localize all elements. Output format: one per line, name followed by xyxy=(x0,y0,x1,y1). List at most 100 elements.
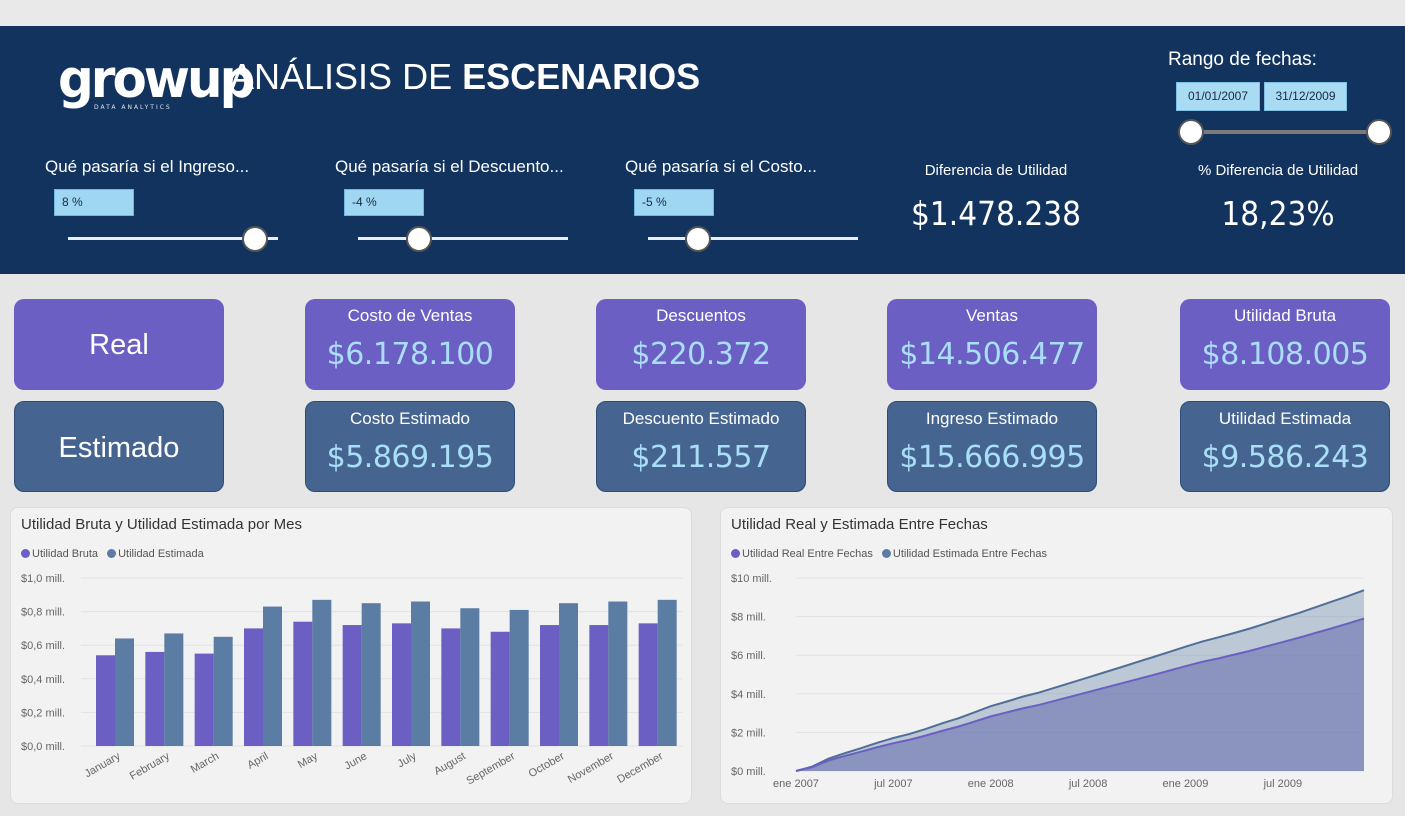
real-row-label: Real xyxy=(89,329,149,361)
slider-costo-value[interactable]: -5 % xyxy=(634,189,714,216)
card-utilidad-estimada: Utilidad Estimada $9.586.243 xyxy=(1180,401,1390,492)
y-tick-label: $0 mill. xyxy=(731,766,766,778)
legend-item-utilidad-bruta[interactable]: Utilidad Bruta xyxy=(21,548,98,560)
y-tick-label: $8 mill. xyxy=(731,612,766,624)
bar-utilidad-estimada xyxy=(263,606,282,746)
estimated-row-label-card: Estimado xyxy=(14,401,224,492)
date-start-input[interactable]: 01/01/2007 xyxy=(1176,82,1260,111)
x-tick-label: jul 2009 xyxy=(1263,778,1303,790)
y-tick-label: $0,8 mill. xyxy=(21,607,65,619)
slider-ingreso-handle[interactable] xyxy=(241,226,268,252)
bar-utilidad-bruta xyxy=(293,621,313,746)
kpi-diferencia-label: Diferencia de Utilidad xyxy=(924,162,1068,179)
growup-logo: growup DATA ANALYTICS xyxy=(58,49,255,116)
slider-costo-label: Qué pasaría si el Costo... xyxy=(625,157,817,176)
slider-descuento-track[interactable] xyxy=(358,237,568,240)
y-tick-label: $2 mill. xyxy=(731,727,766,739)
area-chart-title: Utilidad Real y Estimada Entre Fechas xyxy=(731,516,988,533)
card-label: Ingreso Estimado xyxy=(925,409,1059,428)
x-tick-label: January xyxy=(83,750,123,780)
real-row-label-card: Real xyxy=(14,299,224,390)
page-title: ANÁLISIS DE ESCENARIOS xyxy=(230,56,700,98)
kpi-pct-diferencia-label: % Diferencia de Utilidad xyxy=(1197,162,1359,179)
x-tick-label: jul 2008 xyxy=(1068,778,1108,790)
bar-utilidad-bruta xyxy=(490,631,510,746)
legend-label: Utilidad Real Entre Fechas xyxy=(742,548,873,560)
card-costo-ventas: Costo de Ventas $6.178.100 xyxy=(305,299,515,390)
top-strip xyxy=(0,0,1405,26)
title-bold: ESCENARIOS xyxy=(462,56,701,97)
date-range-start-handle[interactable] xyxy=(1178,119,1204,145)
card-label: Costo de Ventas xyxy=(347,306,473,325)
bar-utilidad-bruta xyxy=(392,623,411,746)
bar-utilidad-estimada xyxy=(115,638,134,746)
legend-label: Utilidad Bruta xyxy=(32,548,99,560)
slider-descuento-label: Qué pasaría si el Descuento... xyxy=(335,157,564,176)
bar-chart-svg: $0,0 mill. $0,2 mill. $0,4 mill. $0,6 mill.… xyxy=(21,573,683,788)
x-tick-label: ene 2009 xyxy=(1163,778,1209,790)
header-banner: growup DATA ANALYTICS ANÁLISIS DE ESCENA… xyxy=(0,26,1405,274)
line-utilidad-real xyxy=(795,617,1365,772)
slider-descuento-handle[interactable] xyxy=(405,226,432,252)
bar-utilidad-bruta xyxy=(441,628,461,746)
card-ventas: Ventas $14.506.477 xyxy=(887,299,1097,390)
legend-label: Utilidad Estimada xyxy=(118,548,204,560)
card-label: Ventas xyxy=(966,306,1018,325)
legend-item-utilidad-estimada-fechas[interactable]: Utilidad Estimada Entre Fechas xyxy=(881,548,1047,560)
bar-utilidad-bruta xyxy=(244,628,263,746)
slider-costo-handle[interactable] xyxy=(685,226,712,252)
bar-chart-title: Utilidad Bruta y Utilidad Estimada por M… xyxy=(21,516,302,533)
estimated-row-label: Estimado xyxy=(58,432,180,464)
card-value: $8.108.005 xyxy=(1201,337,1369,372)
bar-utilidad-bruta xyxy=(145,651,165,746)
card-label: Descuentos xyxy=(656,306,746,325)
slider-descuento-value[interactable]: -4 % xyxy=(344,189,424,216)
bar-utilidad-estimada xyxy=(213,636,233,746)
date-range-track[interactable] xyxy=(1190,130,1380,134)
bar-utilidad-bruta xyxy=(589,625,609,746)
y-tick-label: $0,4 mill. xyxy=(21,674,65,686)
area-chart-svg: $0 mill. $2 mill. $4 mill. $6 mill. $8 mill.… xyxy=(731,573,1365,790)
y-tick-label: $6 mill. xyxy=(731,650,766,662)
x-tick-label: February xyxy=(128,750,173,783)
card-value: $220.372 xyxy=(631,337,771,372)
date-end-input[interactable]: 31/12/2009 xyxy=(1264,82,1347,111)
slider-costo-track[interactable] xyxy=(648,237,858,240)
y-tick-label: $0,6 mill. xyxy=(21,640,65,652)
area-chart-legend: Utilidad Real Entre Fechas Utilidad Esti… xyxy=(731,548,1053,560)
bar-utilidad-bruta xyxy=(194,653,214,746)
legend-dot-icon xyxy=(21,549,30,558)
legend-item-utilidad-estimada[interactable]: Utilidad Estimada xyxy=(107,548,204,560)
kpi-pct-diferencia-value: 18,23% xyxy=(1221,194,1335,233)
card-value: $5.869.195 xyxy=(326,440,494,475)
bar-chart-legend: Utilidad Bruta Utilidad Estimada xyxy=(21,548,210,560)
bar-utilidad-bruta xyxy=(540,625,559,746)
line-utilidad-estimada xyxy=(795,589,1365,772)
x-tick-label: September xyxy=(465,750,518,787)
bar-utilidad-estimada xyxy=(657,599,677,746)
x-tick-label: October xyxy=(527,750,567,780)
date-range-end-handle[interactable] xyxy=(1366,119,1392,145)
kpi-diferencia-value: $1.478.238 xyxy=(910,194,1082,233)
y-tick-label: $10 mill. xyxy=(731,573,772,585)
x-tick-label: April xyxy=(245,750,270,771)
bar-chart-panel[interactable]: Utilidad Bruta y Utilidad Estimada por M… xyxy=(10,507,692,804)
y-tick-label: $4 mill. xyxy=(731,689,766,701)
slider-ingreso-track[interactable] xyxy=(68,237,278,240)
bar-utilidad-estimada xyxy=(164,633,184,746)
slider-ingreso-value[interactable]: 8 % xyxy=(54,189,134,216)
card-value: $211.557 xyxy=(631,440,771,475)
bar-utilidad-estimada xyxy=(312,599,332,746)
x-tick-label: May xyxy=(296,750,320,771)
card-value: $9.586.243 xyxy=(1201,440,1369,475)
card-ingreso-estimado: Ingreso Estimado $15.666.995 xyxy=(887,401,1097,492)
x-tick-label: ene 2007 xyxy=(773,778,819,790)
legend-item-utilidad-real[interactable]: Utilidad Real Entre Fechas xyxy=(731,548,873,560)
card-label: Utilidad Estimada xyxy=(1218,409,1352,428)
legend-label: Utilidad Estimada Entre Fechas xyxy=(892,548,1047,560)
y-tick-label: $1,0 mill. xyxy=(21,573,65,585)
card-descuentos: Descuentos $220.372 xyxy=(596,299,806,390)
area-chart-panel[interactable]: Utilidad Real y Estimada Entre Fechas Ut… xyxy=(720,507,1393,804)
x-tick-label: November xyxy=(566,750,616,786)
card-descuento-estimado: Descuento Estimado $211.557 xyxy=(596,401,806,492)
